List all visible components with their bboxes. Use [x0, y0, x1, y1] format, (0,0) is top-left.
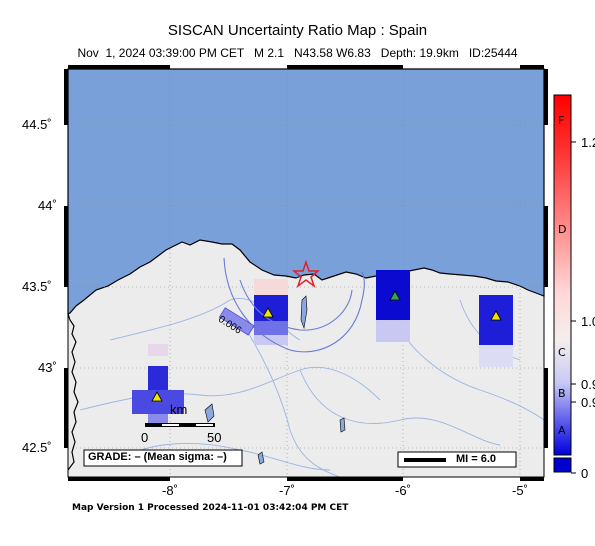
lat-label: 44˚: [38, 198, 57, 213]
lat-label: 43˚: [38, 360, 57, 375]
mi-legend-text: MI = 6.0: [456, 453, 497, 465]
event-magnitude: M 2.1: [254, 46, 285, 60]
processing-footer: Map Version 1 Processed 2024-11-01 03:42…: [72, 503, 349, 513]
mi-legend-line: [404, 458, 446, 462]
lat-label: 43.5˚: [22, 279, 52, 294]
lakes: [204, 295, 346, 465]
stations: [151, 290, 502, 402]
lon-label: -7˚: [279, 483, 295, 498]
colorbar-value: 0.9: [581, 395, 595, 410]
grade-text: GRADE: – (Mean sigma: –): [88, 451, 227, 463]
lon-label: -5˚: [512, 483, 528, 498]
scale-start: 0: [141, 430, 149, 445]
west-coastline: [67, 313, 79, 471]
map-title: SISCAN Uncertainty Ratio Map : Spain: [167, 22, 428, 39]
colorbar-ticks: [571, 141, 576, 474]
colorbar-value: 0.9: [581, 377, 595, 392]
lat-label: 42.5˚: [22, 440, 52, 455]
map-frame: [64, 65, 548, 481]
lon-label: -6˚: [395, 483, 411, 498]
station-triangle-green: [389, 290, 401, 301]
colorbar-grade-letter: C: [558, 346, 566, 359]
colorbar-grade-letter: D: [558, 223, 567, 236]
epicenter-star-icon: [291, 259, 321, 289]
colorbar-min-swatch: [553, 457, 572, 473]
contours: [223, 257, 365, 353]
graticule: [68, 69, 544, 477]
scale-unit: km: [170, 402, 188, 417]
event-datetime: Nov 1, 2024 03:39:00 PM CET: [77, 46, 244, 60]
ocean-area: [67, 68, 545, 315]
colorbar-value: 0: [581, 466, 589, 481]
station-triangle: [490, 310, 502, 321]
mi-legend-frame: [397, 451, 517, 468]
event-subtitle: Nov 1, 2024 03:39:00 PM CET M 2.1 N43.58…: [0, 46, 595, 60]
grade-box-frame: [83, 449, 243, 467]
scale-bar: [145, 423, 215, 427]
event-depth: Depth: 19.9km: [380, 46, 459, 60]
colorbar-grade-letter: A: [558, 424, 566, 437]
colorbar: [553, 94, 572, 456]
station-triangle: [151, 391, 163, 402]
scale-end: 50: [207, 430, 222, 445]
colorbar-grade-letter: F: [558, 114, 565, 127]
colorbar-value: 1.0: [581, 314, 595, 329]
event-location: N43.58 W6.83: [294, 46, 371, 60]
lon-label: -8˚: [162, 483, 178, 498]
contour-label-box: [218, 307, 255, 336]
station-triangle: [262, 307, 274, 318]
colorbar-grade-letter: B: [558, 387, 566, 400]
colorbar-value: 1.2: [581, 135, 595, 150]
lat-label: 44.5˚: [22, 117, 52, 132]
event-id: ID:25444: [468, 46, 518, 60]
